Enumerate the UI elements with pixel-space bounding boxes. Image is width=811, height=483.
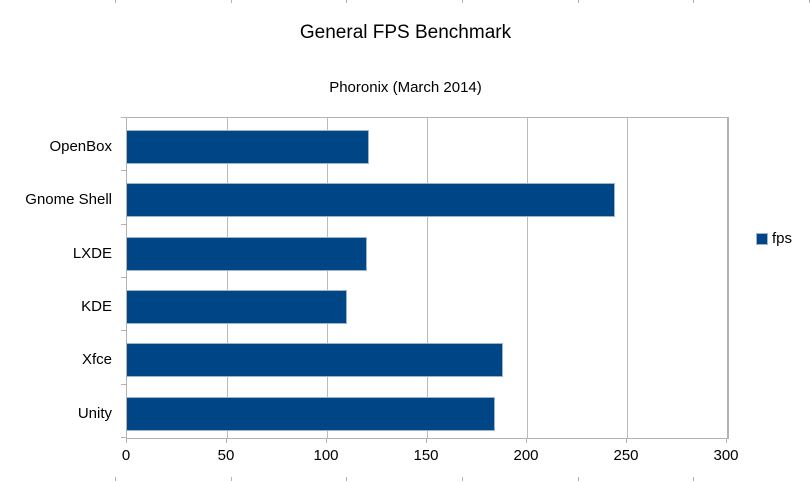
y-axis-tick <box>121 224 126 225</box>
x-tick-300 <box>726 438 727 443</box>
y-axis-tick <box>121 170 126 171</box>
x-tick-label-100: 100 <box>313 447 339 464</box>
gridline-250 <box>627 118 628 438</box>
category-label-lxde: LXDE <box>72 245 112 262</box>
chart-subtitle: Phoronix (March 2014) <box>329 79 482 96</box>
x-tick-100 <box>326 438 327 443</box>
bar-openbox <box>127 130 369 164</box>
y-axis-tick <box>121 277 126 278</box>
cell-boundary-mark <box>115 0 116 3</box>
x-tick-200 <box>526 438 527 443</box>
x-tick-250 <box>626 438 627 443</box>
gridline-100 <box>327 118 328 438</box>
cell-boundary-mark <box>231 477 232 481</box>
bar-xfce <box>127 343 503 377</box>
bar-gnome-shell <box>127 183 615 217</box>
cell-boundary-mark <box>346 0 347 3</box>
cell-boundary-mark <box>231 0 232 3</box>
x-tick-50 <box>226 438 227 443</box>
category-label-xfce: Xfce <box>81 351 112 368</box>
cell-boundary-mark <box>578 477 579 481</box>
cell-boundary-mark <box>693 0 694 3</box>
x-tick-0 <box>126 438 127 443</box>
y-axis-tick <box>121 384 126 385</box>
category-label-gnome-shell: Gnome Shell <box>25 191 112 208</box>
legend-swatch-fps <box>756 233 768 245</box>
legend-label-fps: fps <box>772 230 793 247</box>
cell-boundary-mark <box>115 477 116 481</box>
cell-boundary-mark <box>462 477 463 481</box>
y-axis-tick <box>121 117 126 118</box>
x-tick-150 <box>426 438 427 443</box>
bar-unity <box>127 397 495 431</box>
x-tick-label-150: 150 <box>413 447 439 464</box>
legend: fps <box>756 231 792 247</box>
category-label-unity: Unity <box>77 405 112 422</box>
cell-boundary-mark <box>693 477 694 481</box>
plot-area <box>126 117 729 439</box>
bar-kde <box>127 290 347 324</box>
y-axis-tick <box>121 437 126 438</box>
category-label-kde: KDE <box>81 298 112 315</box>
x-tick-label-200: 200 <box>513 447 539 464</box>
gridline-150 <box>427 118 428 438</box>
x-tick-label-300: 300 <box>713 447 739 464</box>
gridline-50 <box>227 118 228 438</box>
cell-boundary-mark <box>809 0 810 3</box>
x-tick-label-50: 50 <box>217 447 235 464</box>
category-label-openbox: OpenBox <box>49 138 112 155</box>
x-tick-label-0: 0 <box>121 447 131 464</box>
chart-title: General FPS Benchmark <box>299 22 512 43</box>
bar-lxde <box>127 237 367 271</box>
cell-boundary-mark <box>462 0 463 3</box>
x-tick-label-250: 250 <box>613 447 639 464</box>
gridline-200 <box>527 118 528 438</box>
cell-boundary-mark <box>346 477 347 481</box>
cell-boundary-mark <box>578 0 579 3</box>
y-axis-tick <box>121 330 126 331</box>
